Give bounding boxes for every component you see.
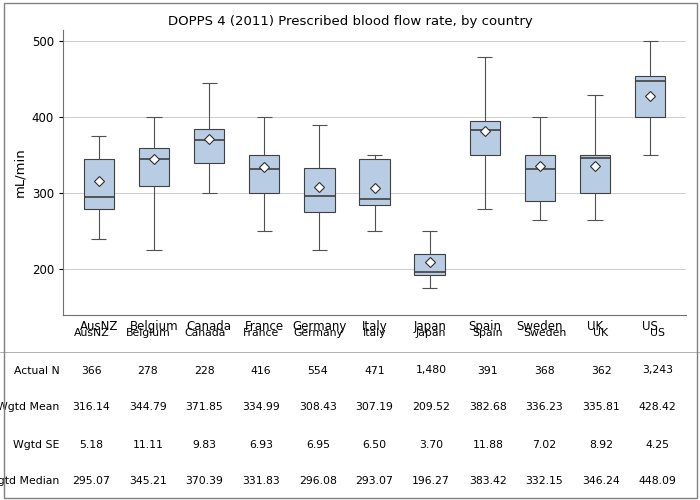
Bar [194, 129, 224, 163]
Text: Germany: Germany [293, 328, 343, 338]
Text: 382.68: 382.68 [469, 402, 507, 412]
Text: France: France [243, 328, 279, 338]
Text: 332.15: 332.15 [526, 476, 564, 486]
Text: UK: UK [594, 328, 608, 338]
Bar [249, 156, 279, 194]
Text: 3,243: 3,243 [642, 366, 673, 376]
Text: Canada: Canada [184, 328, 225, 338]
Text: 334.99: 334.99 [242, 402, 280, 412]
Text: 3.70: 3.70 [419, 440, 443, 450]
Text: Wgtd Mean: Wgtd Mean [0, 402, 60, 412]
Text: 293.07: 293.07 [356, 476, 393, 486]
Text: 6.50: 6.50 [363, 440, 386, 450]
Text: 228: 228 [195, 366, 215, 376]
Text: 6.95: 6.95 [306, 440, 330, 450]
Text: Actual N: Actual N [14, 366, 60, 376]
Text: 295.07: 295.07 [72, 476, 111, 486]
Text: 371.85: 371.85 [186, 402, 223, 412]
Text: 196.27: 196.27 [412, 476, 450, 486]
Bar [470, 121, 500, 156]
Text: 335.81: 335.81 [582, 402, 620, 412]
Text: 383.42: 383.42 [469, 476, 507, 486]
Text: 368: 368 [534, 366, 554, 376]
Text: 416: 416 [251, 366, 272, 376]
Text: 308.43: 308.43 [299, 402, 337, 412]
Text: 316.14: 316.14 [72, 402, 110, 412]
Text: 307.19: 307.19 [356, 402, 393, 412]
Bar [84, 159, 114, 208]
Text: 9.83: 9.83 [193, 440, 216, 450]
Text: 428.42: 428.42 [639, 402, 677, 412]
Text: 6.93: 6.93 [249, 440, 273, 450]
Text: 554: 554 [307, 366, 328, 376]
Text: 209.52: 209.52 [412, 402, 450, 412]
Text: AusNZ: AusNZ [74, 328, 109, 338]
Text: 331.83: 331.83 [242, 476, 280, 486]
Text: 278: 278 [138, 366, 158, 376]
Text: 346.24: 346.24 [582, 476, 620, 486]
Text: 345.21: 345.21 [129, 476, 167, 486]
Text: 391: 391 [477, 366, 498, 376]
Text: Belgium: Belgium [125, 328, 170, 338]
Bar [580, 156, 610, 194]
Text: 11.88: 11.88 [473, 440, 503, 450]
Text: DOPPS 4 (2011) Prescribed blood flow rate, by country: DOPPS 4 (2011) Prescribed blood flow rat… [167, 15, 533, 28]
Text: 1,480: 1,480 [416, 366, 447, 376]
Text: 336.23: 336.23 [526, 402, 564, 412]
Text: 11.11: 11.11 [132, 440, 163, 450]
Text: 366: 366 [81, 366, 102, 376]
Text: 362: 362 [591, 366, 611, 376]
Text: 448.09: 448.09 [638, 476, 677, 486]
Text: 4.25: 4.25 [645, 440, 670, 450]
Y-axis label: mL/min: mL/min [13, 148, 26, 198]
Text: 296.08: 296.08 [299, 476, 337, 486]
Bar [635, 76, 665, 118]
Text: Wgtd SE: Wgtd SE [13, 440, 60, 450]
Text: 471: 471 [364, 366, 385, 376]
Text: 344.79: 344.79 [129, 402, 167, 412]
Text: Italy: Italy [363, 328, 386, 338]
Text: 7.02: 7.02 [532, 440, 556, 450]
Bar [304, 168, 335, 212]
Text: Spain: Spain [473, 328, 503, 338]
Bar [414, 254, 444, 274]
Text: 8.92: 8.92 [589, 440, 613, 450]
Text: Sweden: Sweden [523, 328, 566, 338]
Bar [359, 159, 390, 205]
Bar [525, 156, 555, 201]
Text: Wgtd Median: Wgtd Median [0, 476, 60, 486]
Text: US: US [650, 328, 665, 338]
Text: Japan: Japan [416, 328, 447, 338]
Text: 370.39: 370.39 [186, 476, 223, 486]
Bar [139, 148, 169, 186]
Text: 5.18: 5.18 [79, 440, 104, 450]
